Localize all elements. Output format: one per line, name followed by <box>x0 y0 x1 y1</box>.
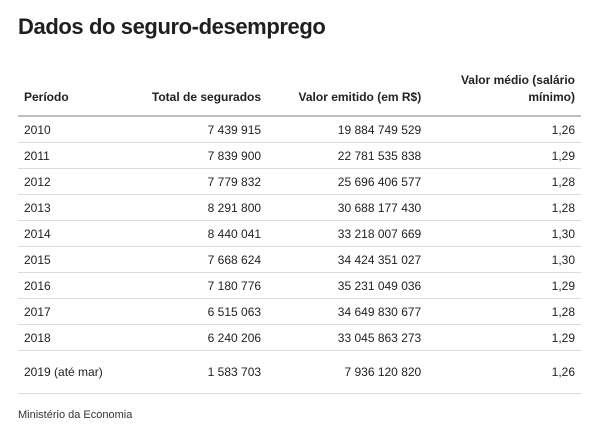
cell-amount-issued: 19 884 749 529 <box>267 116 428 143</box>
cell-period: 2013 <box>18 194 111 221</box>
cell-average-value: 1,30 <box>427 246 581 273</box>
table-header: Período Total de segurados Valor emitido… <box>18 72 581 117</box>
table-row: 2013 8 291 800 30 688 177 430 1,28 <box>18 194 581 221</box>
cell-average-value: 1,26 <box>427 350 581 394</box>
cell-total-insured: 6 240 206 <box>110 324 268 351</box>
table-row: 2015 7 668 624 34 424 351 027 1,30 <box>18 246 581 273</box>
cell-amount-issued: 33 218 007 669 <box>267 220 428 247</box>
cell-period: 2017 <box>18 298 111 325</box>
cell-period: 2016 <box>18 272 111 299</box>
cell-amount-issued: 25 696 406 577 <box>267 168 428 195</box>
table-row: 2017 6 515 063 34 649 830 677 1,28 <box>18 298 581 325</box>
table-header-row: Período Total de segurados Valor emitido… <box>18 72 581 117</box>
cell-average-value: 1,28 <box>427 194 581 221</box>
page-title: Dados do seguro-desemprego <box>18 14 326 39</box>
cell-average-value: 1,28 <box>427 298 581 325</box>
cell-total-insured: 7 668 624 <box>110 246 268 273</box>
table-row: 2011 7 839 900 22 781 535 838 1,29 <box>18 142 581 169</box>
cell-amount-issued: 22 781 535 838 <box>267 142 428 169</box>
unemployment-insurance-table: Período Total de segurados Valor emitido… <box>18 72 581 394</box>
header-average-value: Valor médio (salário mínimo) <box>427 72 581 117</box>
cell-total-insured: 7 839 900 <box>110 142 268 169</box>
cell-amount-issued: 35 231 049 036 <box>267 272 428 299</box>
cell-amount-issued: 30 688 177 430 <box>267 194 428 221</box>
cell-amount-issued: 34 424 351 027 <box>267 246 428 273</box>
cell-period: 2019 (até mar) <box>18 350 111 394</box>
cell-total-insured: 8 440 041 <box>110 220 268 247</box>
cell-period: 2010 <box>18 116 111 143</box>
header-total-insured: Total de segurados <box>110 72 268 117</box>
cell-amount-issued: 34 649 830 677 <box>267 298 428 325</box>
table-row: 2018 6 240 206 33 045 863 273 1,29 <box>18 324 581 351</box>
cell-average-value: 1,29 <box>427 142 581 169</box>
table-row: 2016 7 180 776 35 231 049 036 1,29 <box>18 272 581 299</box>
cell-total-insured: 8 291 800 <box>110 194 268 221</box>
header-period: Período <box>18 72 111 117</box>
table-row: 2019 (até mar) 1 583 703 7 936 120 820 1… <box>18 350 581 394</box>
source-note: Ministério da Economia <box>18 409 133 421</box>
cell-total-insured: 7 779 832 <box>110 168 268 195</box>
cell-total-insured: 7 439 915 <box>110 116 268 143</box>
table-row: 2010 7 439 915 19 884 749 529 1,26 <box>18 116 581 143</box>
cell-average-value: 1,30 <box>427 220 581 247</box>
table-row: 2014 8 440 041 33 218 007 669 1,30 <box>18 220 581 247</box>
table-row: 2012 7 779 832 25 696 406 577 1,28 <box>18 168 581 195</box>
cell-period: 2018 <box>18 324 111 351</box>
cell-average-value: 1,29 <box>427 272 581 299</box>
cell-average-value: 1,28 <box>427 168 581 195</box>
cell-total-insured: 1 583 703 <box>110 350 268 394</box>
table-body: 2010 7 439 915 19 884 749 529 1,26 2011 … <box>18 116 581 394</box>
cell-period: 2014 <box>18 220 111 247</box>
cell-amount-issued: 7 936 120 820 <box>267 350 428 394</box>
cell-average-value: 1,29 <box>427 324 581 351</box>
cell-total-insured: 6 515 063 <box>110 298 268 325</box>
cell-period: 2011 <box>18 142 111 169</box>
cell-amount-issued: 33 045 863 273 <box>267 324 428 351</box>
cell-average-value: 1,26 <box>427 116 581 143</box>
header-amount-issued: Valor emitido (em R$) <box>267 72 428 117</box>
cell-total-insured: 7 180 776 <box>110 272 268 299</box>
cell-period: 2015 <box>18 246 111 273</box>
cell-period: 2012 <box>18 168 111 195</box>
